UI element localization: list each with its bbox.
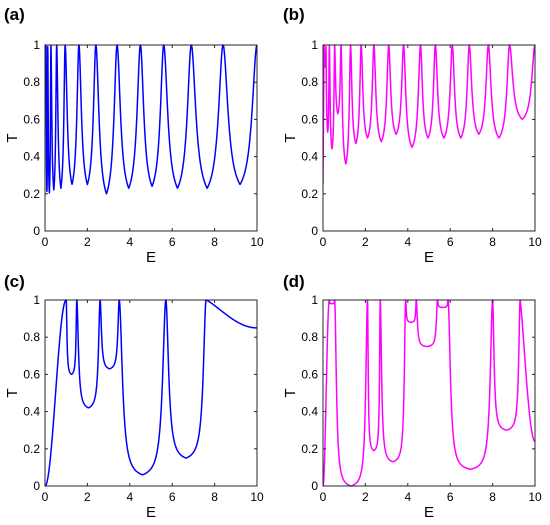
x-tick-label: 2 — [84, 490, 91, 504]
x-tick-label: 8 — [489, 490, 496, 504]
y-tick-label: 1 — [33, 293, 40, 307]
y-tick-label: 0 — [311, 224, 318, 238]
y-tick-label: 0.6 — [301, 367, 318, 381]
x-tick-label: 8 — [211, 235, 218, 249]
x-tick-label: 4 — [404, 490, 411, 504]
x-tick-label: 10 — [528, 490, 542, 504]
x-axis-label: E — [146, 249, 156, 266]
y-tick-label: 0.6 — [301, 112, 318, 126]
x-tick-label: 2 — [84, 235, 91, 249]
x-tick-label: 4 — [404, 235, 411, 249]
x-axis-label: E — [424, 249, 434, 266]
x-tick-label: 8 — [489, 235, 496, 249]
series-line — [323, 44, 535, 185]
x-axis-label: E — [424, 504, 434, 521]
panel-label: (c) — [4, 272, 25, 291]
panel-4: (d) 0 2 4 6 8 10 0 0.2 0.4 0.6 0.8 1 E T — [282, 272, 542, 521]
y-tick-label: 1 — [33, 38, 40, 52]
y-tick-label: 0.4 — [301, 405, 318, 419]
y-tick-label: 0.2 — [301, 187, 318, 201]
y-tick-label: 0.4 — [301, 150, 318, 164]
y-tick-label: 0.8 — [301, 75, 318, 89]
y-tick-label: 0.2 — [301, 442, 318, 456]
y-tick-label: 0.8 — [301, 330, 318, 344]
y-tick-label: 0.4 — [23, 150, 40, 164]
y-tick-label: 1 — [311, 38, 318, 52]
x-tick-label: 2 — [362, 490, 369, 504]
panel-1: (a) 0 2 4 6 8 10 0 0.2 0.4 0.6 0.8 1 E T — [4, 5, 264, 266]
x-tick-label: 10 — [528, 235, 542, 249]
y-tick-label: 0.4 — [23, 405, 40, 419]
series-line — [45, 299, 257, 487]
plot-frame — [44, 44, 258, 232]
y-tick-label: 0 — [33, 479, 40, 493]
x-tick-label: 0 — [320, 490, 327, 504]
y-axis-label: T — [4, 133, 21, 142]
panel-2: (b) 0 2 4 6 8 10 0 0.2 0.4 0.6 0.8 1 E T — [282, 5, 542, 266]
y-tick-label: 0.6 — [23, 112, 40, 126]
y-tick-label: 0.2 — [23, 187, 40, 201]
y-tick-label: 1 — [311, 293, 318, 307]
plot-frame — [322, 299, 536, 487]
x-tick-label: 0 — [42, 490, 49, 504]
panel-3: (c) 0 2 4 6 8 10 0 0.2 0.4 0.6 0.8 1 E T — [4, 272, 264, 521]
panel-label: (d) — [283, 272, 305, 291]
series-line — [323, 299, 535, 487]
x-tick-label: 0 — [42, 235, 49, 249]
x-tick-label: 10 — [250, 490, 264, 504]
x-axis-label: E — [146, 504, 156, 521]
y-axis-label: T — [282, 388, 299, 397]
y-tick-label: 0.2 — [23, 442, 40, 456]
panel-label: (a) — [4, 5, 25, 24]
x-tick-label: 0 — [320, 235, 327, 249]
y-tick-label: 0.6 — [23, 367, 40, 381]
plot-frame — [322, 44, 536, 232]
x-tick-label: 10 — [250, 235, 264, 249]
panel-label: (b) — [283, 5, 305, 24]
x-tick-label: 6 — [447, 235, 454, 249]
y-tick-label: 0 — [311, 479, 318, 493]
y-tick-label: 0.8 — [23, 330, 40, 344]
y-tick-label: 0 — [33, 224, 40, 238]
x-tick-label: 6 — [447, 490, 454, 504]
x-tick-label: 4 — [126, 490, 133, 504]
y-tick-label: 0.8 — [23, 75, 40, 89]
x-tick-label: 4 — [126, 235, 133, 249]
series-line — [45, 44, 257, 195]
x-tick-label: 8 — [211, 490, 218, 504]
x-tick-label: 6 — [169, 235, 176, 249]
x-tick-label: 6 — [169, 490, 176, 504]
y-axis-label: T — [282, 133, 299, 142]
y-axis-label: T — [4, 388, 21, 397]
x-tick-label: 2 — [362, 235, 369, 249]
plot-frame — [44, 299, 258, 487]
